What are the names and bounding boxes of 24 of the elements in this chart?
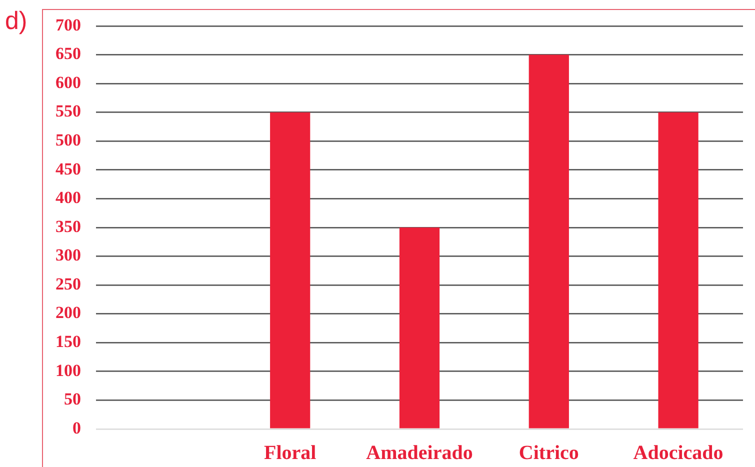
bar [399,228,440,428]
y-tick-label: 500 [56,130,81,150]
x-tick-label: Adocicado [633,442,724,464]
y-tick-label: 400 [56,188,81,208]
y-tick-label: 550 [56,102,81,121]
y-tick-label: 650 [56,44,81,64]
y-tick-label: 200 [56,303,81,322]
x-tick-label: Citrico [518,442,579,464]
y-tick-label: 100 [56,360,81,380]
y-tick-label: 0 [72,418,81,438]
y-tick-label: 700 [56,15,81,34]
y-tick-label: 150 [56,332,81,352]
y-tick-label: 350 [56,216,81,236]
x-tick-label: Amadeirado [366,442,473,464]
y-tick-label: 300 [56,246,81,265]
x-tick-label: Floral [264,442,317,464]
y-tick-label: 450 [56,159,81,178]
bar [658,112,698,428]
text: d) [5,7,28,35]
y-tick-label: 50 [64,390,81,409]
y-tick-label: 600 [56,72,81,92]
bar [270,112,310,428]
y-tick-label: 250 [56,274,81,294]
bar [528,54,569,428]
